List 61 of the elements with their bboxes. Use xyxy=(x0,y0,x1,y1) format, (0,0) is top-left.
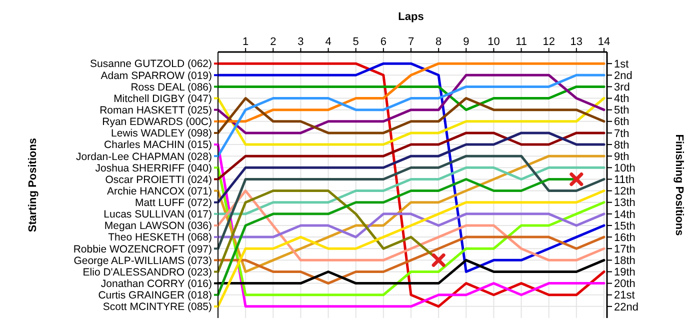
legend-label: Scott MCINTYRE (085) xyxy=(102,301,212,314)
y-tick-label: 16th xyxy=(614,232,636,244)
y-tick-label: 13th xyxy=(614,197,636,210)
x-tick-label: 8 xyxy=(436,36,442,48)
legend-title: Starting Positions xyxy=(27,138,39,232)
x-tick-label: 7 xyxy=(408,36,414,48)
y-tick-label: 9th xyxy=(614,150,630,163)
legend-label: Ross DEAL (086) xyxy=(130,81,212,94)
legend-label: Oscar PROIETTI (024) xyxy=(105,174,212,186)
legend-label: Charles MACHIN (015) xyxy=(104,139,212,152)
x-tick-label: 2 xyxy=(270,36,276,48)
legend-label: Ryan EDWARDS (00C) xyxy=(102,116,212,128)
y-tick-label: 12th xyxy=(614,186,636,198)
x-tick-label: 9 xyxy=(463,36,470,48)
x-axis-title: Laps xyxy=(398,11,424,23)
x-tick-label: 3 xyxy=(298,36,304,48)
x-tick-label: 10 xyxy=(488,36,500,48)
y-tick-label: 6th xyxy=(614,116,630,128)
legend-label: Adam SPARROW (019) xyxy=(100,70,212,82)
x-tick-label: 4 xyxy=(325,36,332,48)
y-tick-label: 3rd xyxy=(614,82,630,94)
x-tick-label: 5 xyxy=(352,36,359,48)
legend-label: Curtis GRAINGER (018) xyxy=(98,290,212,302)
y-tick-label: 20th xyxy=(614,278,636,290)
x-tick-label: 6 xyxy=(380,36,386,48)
y-tick-label: 7th xyxy=(614,128,630,140)
legend-label: Susanne GUTZOLD (062) xyxy=(90,58,212,70)
y-tick-label: 17th xyxy=(614,243,636,256)
x-tick-label: 14 xyxy=(598,36,610,48)
y-axis-title: Finishing Positions xyxy=(673,134,685,236)
legend-label: Lucas SULLIVAN (017) xyxy=(104,208,212,221)
legend-label: Elio D'ALESSANDRO (023) xyxy=(82,266,212,278)
legend-label: Mitchell DIGBY (047) xyxy=(114,92,212,105)
legend-label: Joshua SHERRIFF (040) xyxy=(95,162,212,174)
y-tick-label: 4th xyxy=(614,93,630,106)
y-tick-label: 1st xyxy=(614,58,629,70)
legend-label: Roman HASKETT (025) xyxy=(100,104,212,116)
y-tick-label: 18th xyxy=(614,255,636,268)
x-tick-label: 1 xyxy=(242,36,249,48)
legend-label: Jordan-Lee CHAPMAN (028) xyxy=(76,150,212,163)
x-tick-label: 13 xyxy=(570,36,583,48)
legend-label: Jonathan CORRY (016) xyxy=(100,278,212,290)
legend-label: Robbie WOZENCROFT (097) xyxy=(73,243,212,256)
y-tick-label: 14th xyxy=(614,208,636,221)
legend-label: Lewis WADLEY (098) xyxy=(111,128,212,140)
y-tick-label: 11th xyxy=(614,174,635,186)
y-tick-label: 21st xyxy=(614,290,635,302)
legend-label: George ALP-WILLIAMS (073) xyxy=(74,254,212,267)
legend-label: Matt LUFF (072) xyxy=(134,197,212,210)
legend-label: Theo HESKETH (068) xyxy=(108,232,212,244)
y-tick-label: 8th xyxy=(614,139,630,152)
y-tick-label: 15th xyxy=(614,220,636,232)
y-tick-label: 2nd xyxy=(614,70,632,82)
y-tick-label: 22nd xyxy=(614,301,638,314)
legend-label: Archie HANCOX (071) xyxy=(106,185,212,198)
legend-label: Megan LAWSON (036) xyxy=(104,220,212,232)
y-tick-label: 19th xyxy=(614,266,636,279)
y-tick-label: 5th xyxy=(614,104,630,117)
x-tick-label: 11 xyxy=(516,36,527,48)
x-tick-label: 12 xyxy=(542,36,555,48)
y-tick-label: 10th xyxy=(614,162,636,174)
